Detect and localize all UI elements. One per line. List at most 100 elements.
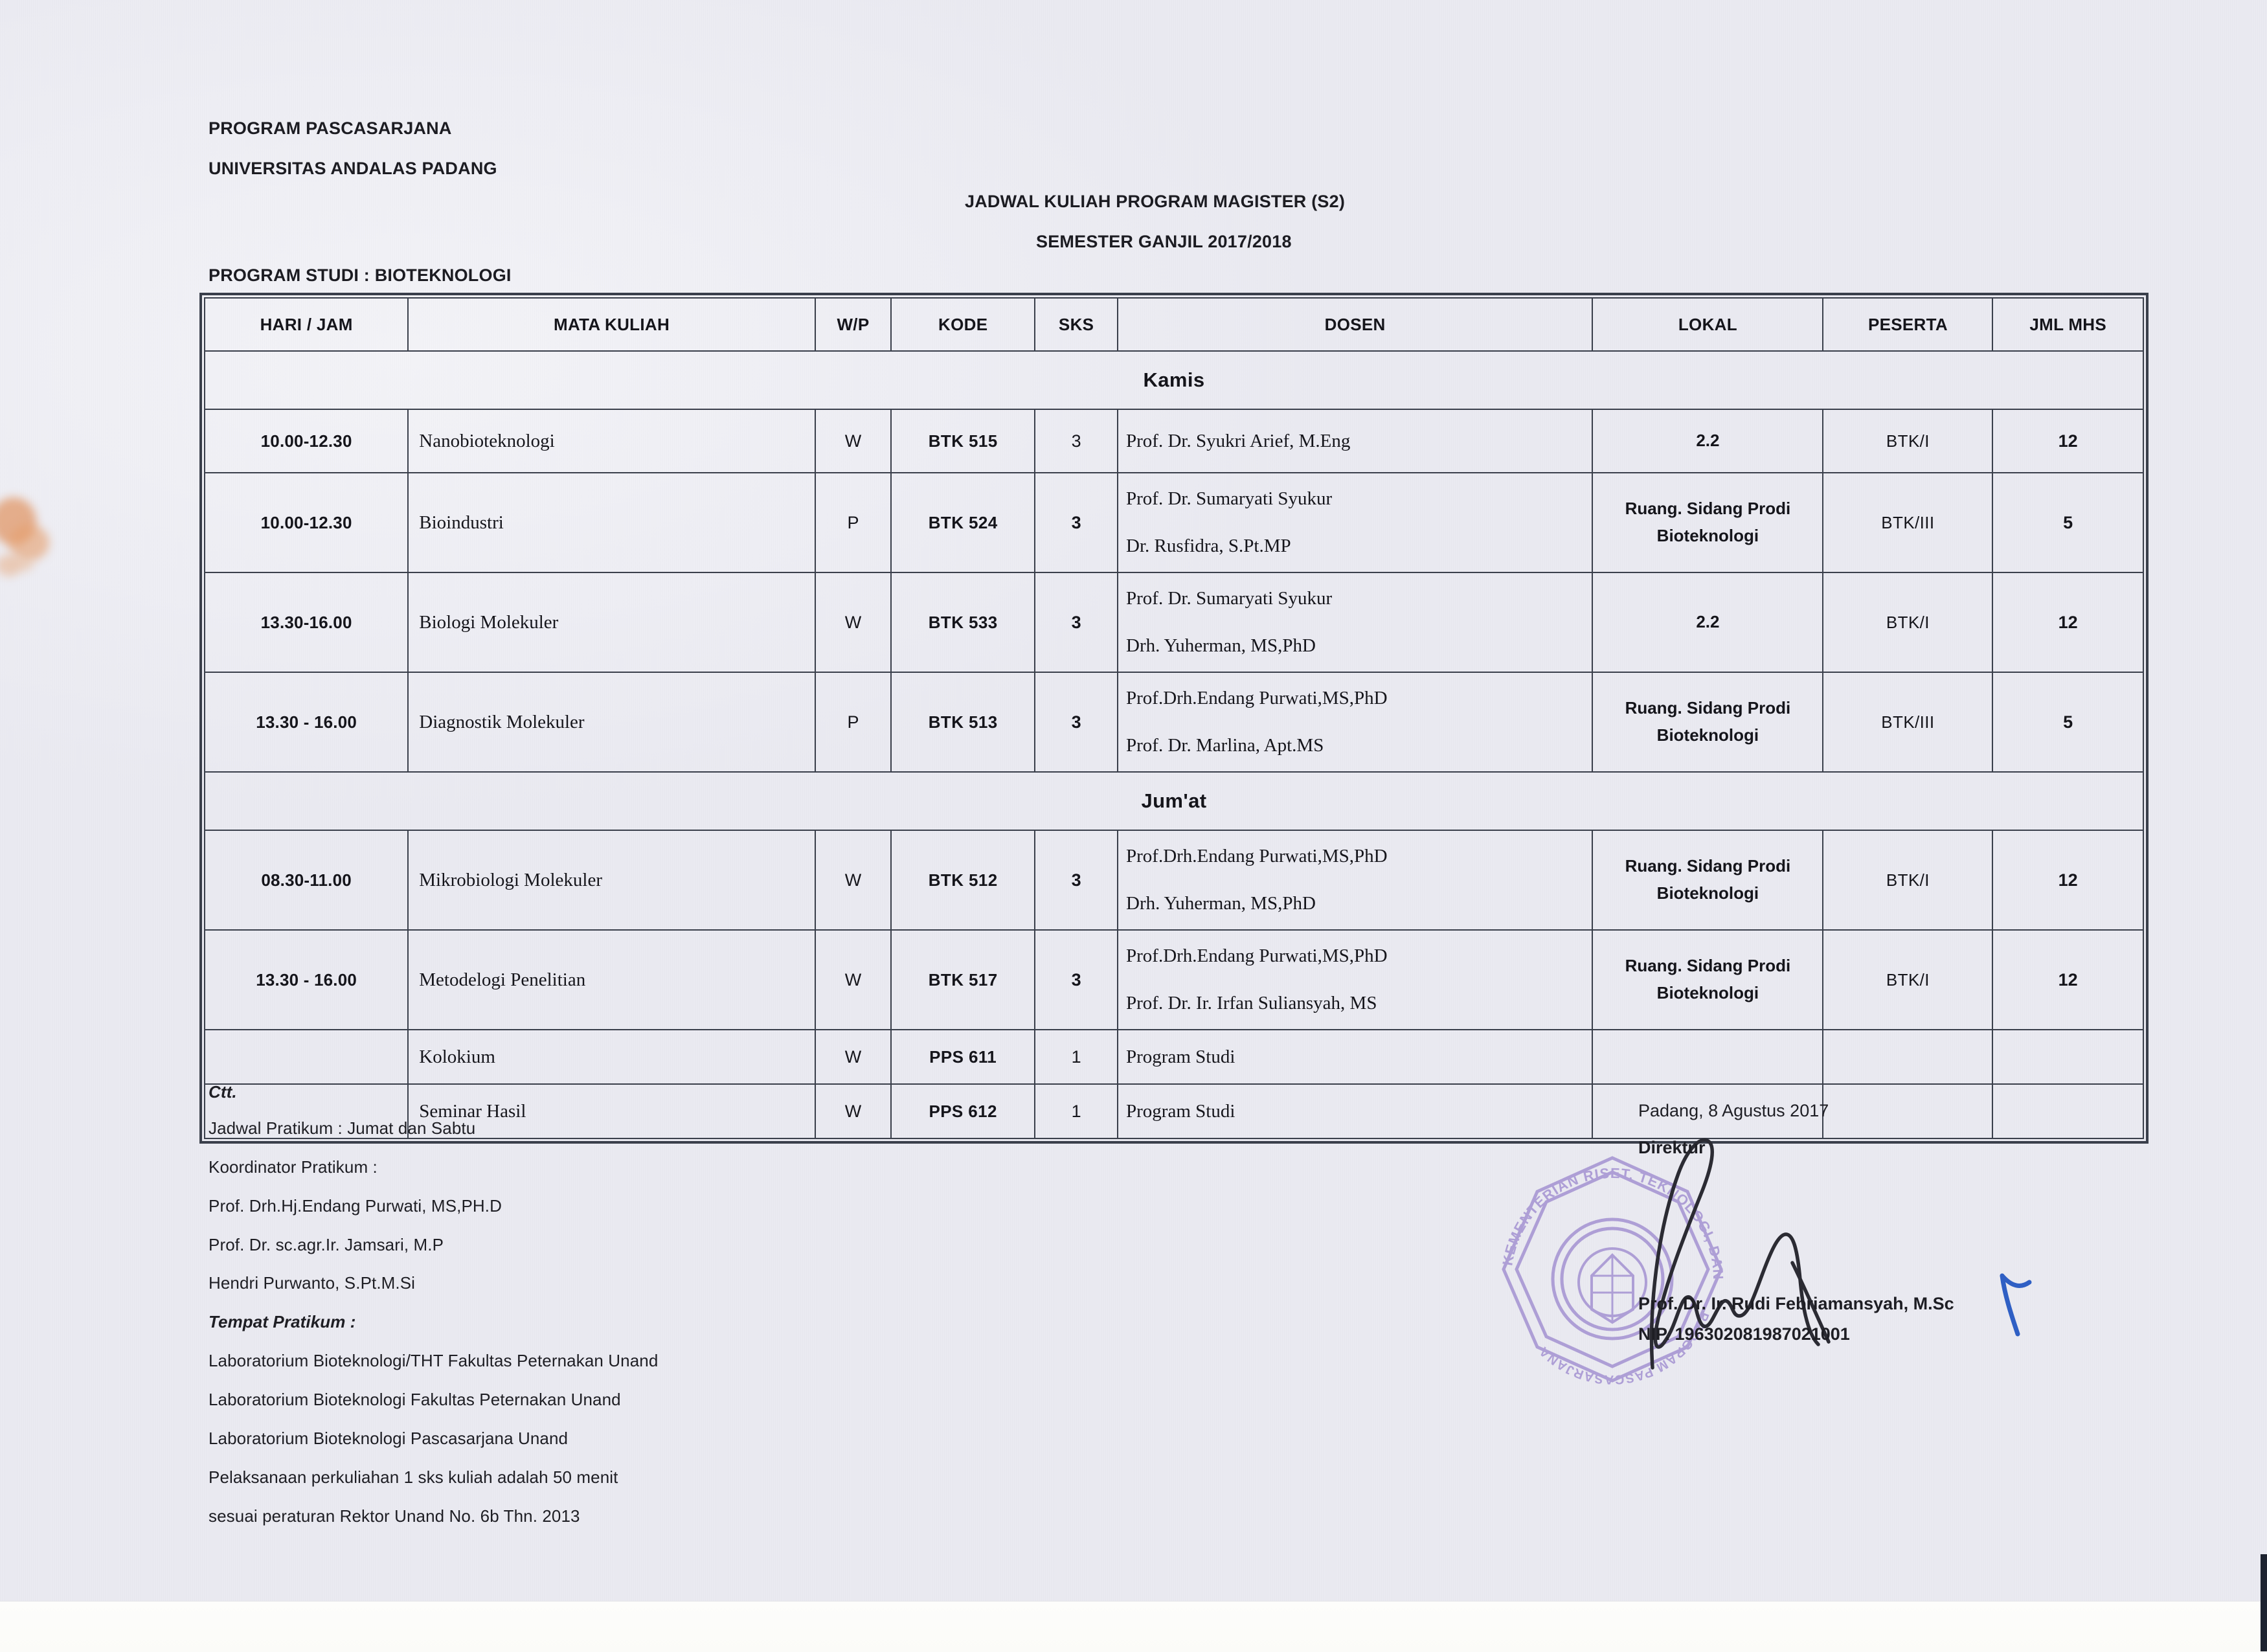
cell-peserta: BTK/III <box>1822 472 1994 573</box>
cell-lokal: 2.2 <box>1592 572 1824 673</box>
cell-lokal <box>1592 1083 1824 1139</box>
col-hari-jam: HARI / JAM <box>203 297 409 352</box>
cell-jml-mhs: 12 <box>1992 572 2144 673</box>
scan-edge-shadow <box>2261 1554 2267 1651</box>
cell-jml-mhs: 5 <box>1992 472 2144 573</box>
cell-mata-kuliah: Diagnostik Molekuler <box>407 672 816 773</box>
cell-jml-mhs <box>1992 1029 2144 1085</box>
cell-hari-jam: 13.30 - 16.00 <box>203 672 409 773</box>
table-row: Kolokium W PPS 611 1 Program Studi <box>203 1029 2144 1085</box>
note-line: Prof. Dr. sc.agr.Ir. Jamsari, M.P <box>209 1234 444 1254</box>
cell-peserta: BTK/I <box>1822 929 1994 1030</box>
cell-lokal: Ruang. Sidang Prodi Bioteknologi <box>1592 472 1824 573</box>
cell-mata-kuliah: Kolokium <box>407 1029 816 1085</box>
cell-sks: 1 <box>1034 1083 1119 1139</box>
cell-dosen: Prof. Dr. Syukri Arief, M.Eng <box>1117 409 1594 473</box>
notes-block: Ctt. Jadwal Pratikum : Jumat dan Sabtu Ko… <box>209 1082 1115 1546</box>
cell-dosen: Prof.Drh.Endang Purwati,MS,PhD Drh. Yuher… <box>1117 830 1594 931</box>
table-body: Kamis 10.00-12.30 Nanobioteknologi W BTK 515… <box>203 350 2144 1139</box>
cell-hari-jam <box>203 1029 409 1085</box>
cell-peserta: BTK/I <box>1822 830 1994 931</box>
note-line: sesuai peraturan Rektor Unand No. 6b Thn… <box>209 1506 580 1526</box>
day-label: Jum'at <box>204 771 2144 831</box>
cell-hari-jam: 08.30-11.00 <box>203 830 409 931</box>
table-row: Seminar Hasil W PPS 612 1 Program Studi <box>203 1083 2144 1139</box>
place-label: Tempat Pratikum : <box>209 1312 356 1332</box>
cell-kode: BTK 515 <box>890 409 1036 473</box>
cell-dosen: Prof. Dr. Sumaryati Syukur Drh. Yuherman,… <box>1117 572 1594 673</box>
document-semester: SEMESTER GANJIL 2017/2018 <box>1036 232 1292 251</box>
cell-peserta <box>1822 1029 1994 1085</box>
table-header: HARI / JAM MATA KULIAH W/P KODE SKS DOSE… <box>203 297 2144 352</box>
document-title: JADWAL KULIAH PROGRAM MAGISTER (S2) <box>965 192 1346 211</box>
cell-dosen: Program Studi <box>1117 1029 1594 1085</box>
cell-wp: W <box>814 409 892 473</box>
col-jml-mhs: JML MHS <box>1992 297 2144 352</box>
cell-dosen: Program Studi <box>1117 1083 1594 1139</box>
cell-kode: BTK 524 <box>890 472 1036 573</box>
table-row: 08.30-11.00 Mikrobiologi Molekuler W BTK 51… <box>203 830 2144 931</box>
cell-dosen: Prof.Drh.Endang Purwati,MS,PhD Prof. Dr. … <box>1117 672 1594 773</box>
header-study-program: PROGRAM STUDI : BIOTEKNOLOGI <box>209 266 512 285</box>
cell-jml-mhs: 12 <box>1992 830 2144 931</box>
cell-sks: 1 <box>1034 1029 1119 1085</box>
cell-hari-jam: 13.30 - 16.00 <box>203 929 409 1030</box>
table-row: 13.30 - 16.00 Diagnostik Molekuler P BTK 51… <box>203 672 2144 773</box>
cell-mata-kuliah: Seminar Hasil <box>407 1083 816 1139</box>
signature-block: Padang, 8 Agustus 2017 Direktur Prof. Dr… <box>1638 1101 2130 1344</box>
schedule-table: HARI / JAM MATA KULIAH W/P KODE SKS DOSE… <box>203 297 2144 1139</box>
note-line: Laboratorium Bioteknologi/THT Fakultas P… <box>209 1351 659 1371</box>
cell-mata-kuliah: Metodelogi Penelitian <box>407 929 816 1030</box>
cell-kode: BTK 513 <box>890 672 1036 773</box>
cell-peserta: BTK/I <box>1822 409 1994 473</box>
note-line: Laboratorium Bioteknologi Fakultas Peter… <box>209 1390 621 1410</box>
schedule-table-frame: HARI / JAM MATA KULIAH W/P KODE SKS DOSE… <box>199 293 2149 1144</box>
cell-lokal: Ruang. Sidang Prodi Bioteknologi <box>1592 672 1824 773</box>
cell-wp: P <box>814 472 892 573</box>
col-sks: SKS <box>1034 297 1119 352</box>
cell-peserta <box>1822 1083 1994 1139</box>
cell-sks: 3 <box>1034 409 1119 473</box>
cell-dosen: Prof. Dr. Sumaryati Syukur Dr. Rusfidra, … <box>1117 472 1594 573</box>
table-row: 10.00-12.30 Nanobioteknologi W BTK 515 3 Prof… <box>203 409 2144 473</box>
cell-kode: PPS 611 <box>890 1029 1036 1085</box>
cell-wp: W <box>814 572 892 673</box>
cell-lokal: Ruang. Sidang Prodi Bioteknologi <box>1592 929 1824 1030</box>
cell-jml-mhs: 5 <box>1992 672 2144 773</box>
cell-wp: W <box>814 1083 892 1139</box>
cell-mata-kuliah: Bioindustri <box>407 472 816 573</box>
cell-sks: 3 <box>1034 929 1119 1030</box>
note-line: Pelaksanaan perkuliahan 1 sks kuliah ada… <box>209 1467 618 1487</box>
day-section-row: Kamis <box>204 350 2144 410</box>
cell-kode: BTK 533 <box>890 572 1036 673</box>
day-label: Kamis <box>204 350 2144 410</box>
cell-sks: 3 <box>1034 472 1119 573</box>
header-university: UNIVERSITAS ANDALAS PADANG <box>209 159 497 178</box>
cell-jml-mhs <box>1992 1083 2144 1139</box>
cell-lokal: Ruang. Sidang Prodi Bioteknologi <box>1592 830 1824 931</box>
cell-hari-jam: 10.00-12.30 <box>203 409 409 473</box>
cell-hari-jam: 10.00-12.30 <box>203 472 409 573</box>
day-section-row: Jum'at <box>204 771 2144 831</box>
cell-wp: W <box>814 830 892 931</box>
note-line: Prof. Drh.Hj.Endang Purwati, MS,PH.D <box>209 1195 502 1216</box>
signature-place-date: Padang, 8 Agustus 2017 <box>1638 1101 1829 1120</box>
col-mata-kuliah: MATA KULIAH <box>407 297 816 352</box>
cell-kode: PPS 612 <box>890 1083 1036 1139</box>
col-lokal: LOKAL <box>1592 297 1824 352</box>
scan-bottom-strip <box>0 1601 2267 1652</box>
cell-sks: 3 <box>1034 672 1119 773</box>
signature-name: Prof. Dr. Ir. Rudi Febriamansyah, M.Sc <box>1638 1294 1954 1313</box>
cell-hari-jam <box>203 1083 409 1139</box>
cell-kode: BTK 512 <box>890 830 1036 931</box>
place-lines: Laboratorium Bioteknologi/THT Fakultas P… <box>209 1351 1115 1526</box>
header-program: PROGRAM PASCASARJANA <box>209 119 452 138</box>
signature-role: Direktur <box>1638 1138 1706 1157</box>
cell-dosen: Prof.Drh.Endang Purwati,MS,PhD Prof. Dr. … <box>1117 929 1594 1030</box>
col-dosen: DOSEN <box>1117 297 1594 352</box>
cell-hari-jam: 13.30-16.00 <box>203 572 409 673</box>
cell-mata-kuliah: Mikrobiologi Molekuler <box>407 830 816 931</box>
note-line: Laboratorium Bioteknologi Pascasarjana U… <box>209 1429 569 1449</box>
cell-peserta: BTK/III <box>1822 672 1994 773</box>
cell-sks: 3 <box>1034 572 1119 673</box>
